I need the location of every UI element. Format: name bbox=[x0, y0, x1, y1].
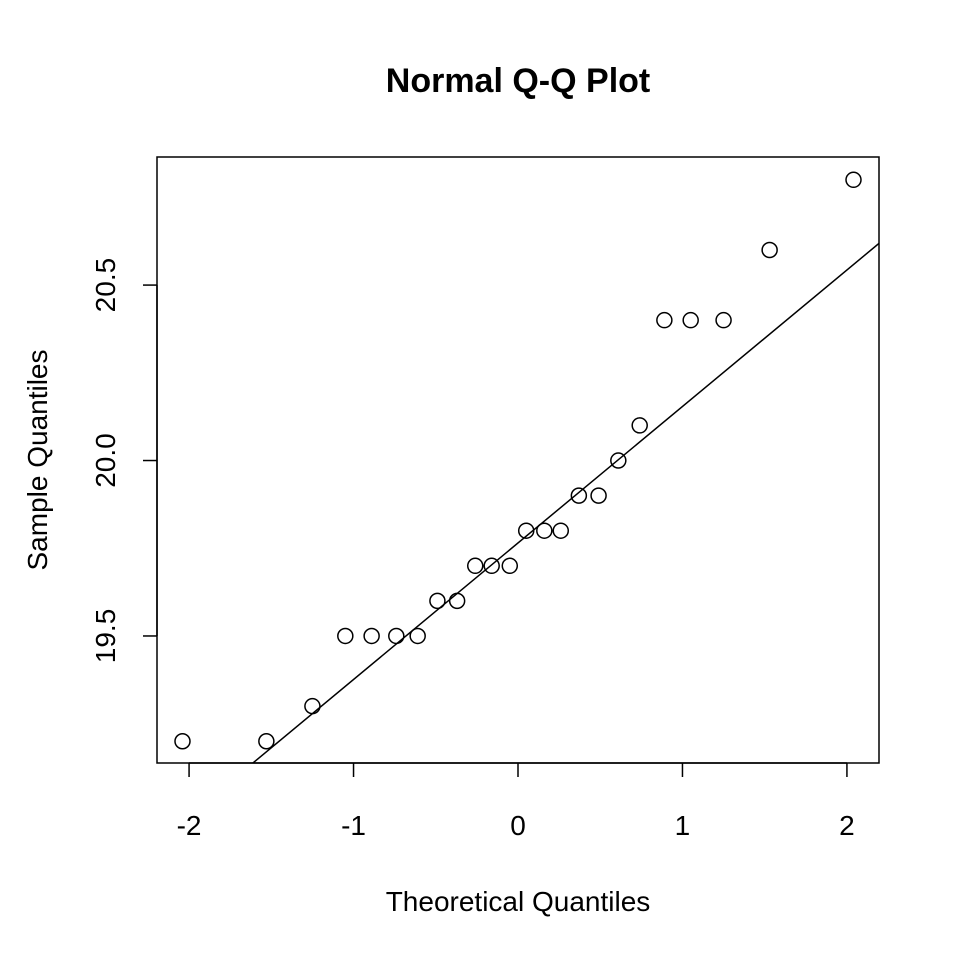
point bbox=[388, 627, 405, 645]
x-tick-label: 0 bbox=[510, 810, 526, 841]
x-tick-label: 2 bbox=[839, 810, 855, 841]
point bbox=[501, 557, 519, 575]
point bbox=[590, 487, 607, 504]
y-tick-label: 19.5 bbox=[90, 609, 121, 664]
chart-title: Normal Q-Q Plot bbox=[386, 62, 650, 100]
x-tick-label: -2 bbox=[177, 810, 202, 841]
x-axis-label: Theoretical Quantiles bbox=[386, 886, 651, 917]
y-tick-label: 20.0 bbox=[90, 433, 121, 488]
point bbox=[845, 171, 862, 189]
point bbox=[610, 452, 627, 469]
x-tick-label: -1 bbox=[341, 810, 366, 841]
x-tick-label: 1 bbox=[675, 810, 691, 841]
point bbox=[552, 522, 570, 539]
point bbox=[363, 627, 380, 645]
point bbox=[536, 522, 553, 539]
point bbox=[715, 311, 732, 329]
point bbox=[631, 417, 648, 434]
point bbox=[448, 592, 466, 610]
point bbox=[570, 487, 588, 504]
point bbox=[409, 627, 426, 645]
point bbox=[258, 732, 275, 750]
point bbox=[517, 522, 535, 539]
point bbox=[304, 697, 321, 715]
point bbox=[466, 557, 484, 575]
point bbox=[656, 311, 673, 329]
y-tick-label: 20.5 bbox=[90, 258, 121, 313]
point bbox=[682, 311, 699, 329]
point bbox=[761, 241, 778, 259]
point bbox=[337, 627, 354, 645]
y-axis-label: Sample Quantiles bbox=[22, 349, 53, 570]
point bbox=[429, 592, 446, 610]
point bbox=[483, 557, 500, 575]
point bbox=[174, 732, 191, 750]
reference-line bbox=[251, 242, 879, 763]
plot-frame bbox=[156, 156, 880, 764]
